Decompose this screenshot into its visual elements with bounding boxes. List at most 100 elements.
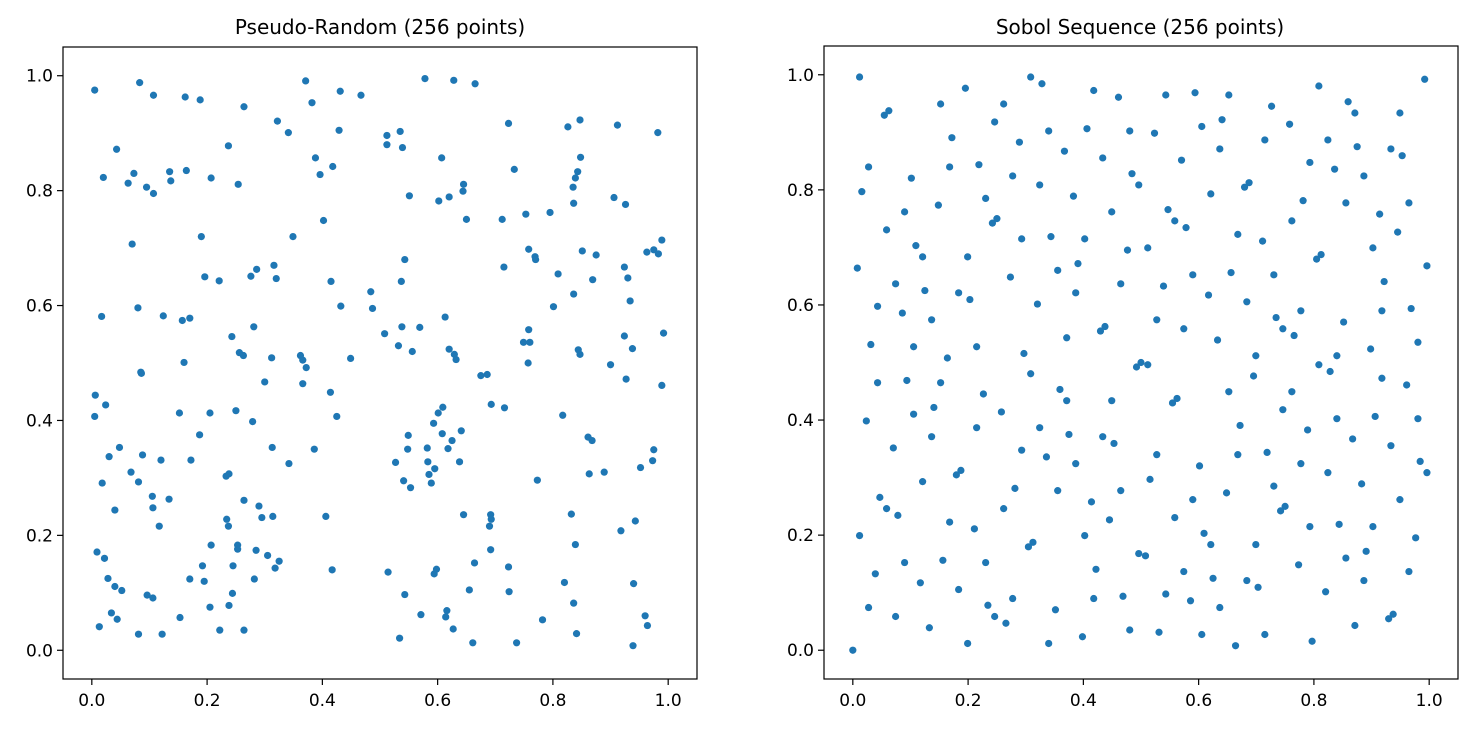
- pseudo-random-data-point: [275, 557, 283, 565]
- pseudo-random-data-point: [435, 197, 443, 205]
- sobol-data-point: [849, 646, 857, 654]
- sobol-data-point: [1207, 190, 1215, 198]
- sobol-data-point: [1074, 259, 1082, 268]
- sobol-data-point: [1416, 457, 1424, 466]
- pseudo-random-data-point: [239, 351, 247, 360]
- pseudo-random-data-point: [250, 575, 258, 583]
- pseudo-random-data-point: [469, 639, 477, 647]
- pseudo-random-data-point: [232, 407, 240, 415]
- pseudo-random-data-point: [570, 290, 578, 298]
- sobol-data-point: [943, 354, 951, 362]
- pseudo-random-data-point: [396, 127, 404, 136]
- sobol-data-point: [1209, 574, 1217, 582]
- sobol-data-point: [1254, 583, 1262, 591]
- sobol-data-point: [946, 518, 954, 526]
- pseudo-random-data-point: [207, 174, 215, 182]
- pseudo-random-data-point: [477, 372, 485, 380]
- pseudo-random-data-point: [111, 582, 119, 591]
- pseudo-random-data-point: [224, 522, 233, 530]
- pseudo-random-data-point: [449, 625, 457, 633]
- pseudo-random-data-point: [549, 303, 558, 311]
- sobol-data-point: [1371, 412, 1379, 421]
- sobol-data-point: [862, 417, 870, 425]
- pseudo-random-data-point: [91, 412, 99, 421]
- pseudo-random-x-tick-label: 0.6: [424, 691, 451, 711]
- pseudo-random-data-point: [585, 470, 593, 478]
- sobol-data-point: [1234, 230, 1242, 238]
- pseudo-random-data-point: [264, 551, 272, 560]
- pseudo-random-data-point: [327, 277, 335, 286]
- sobol-data-point: [1360, 576, 1368, 585]
- pseudo-random-data-point: [406, 484, 415, 492]
- pseudo-random-data-point: [571, 540, 579, 549]
- sobol-data-point: [1349, 435, 1357, 443]
- sobol-data-point: [1173, 394, 1181, 403]
- pseudo-random-data-point: [93, 548, 101, 556]
- pseudo-random-data-point: [459, 187, 467, 195]
- sobol-data-point: [1198, 122, 1206, 131]
- pseudo-random-data-point: [137, 369, 145, 377]
- sobol-data-point: [1304, 426, 1312, 434]
- sobol-data-point: [1376, 210, 1384, 218]
- pseudo-random-data-point: [299, 356, 307, 364]
- sobol-data-point: [961, 84, 969, 92]
- sobol-data-point: [1306, 158, 1314, 167]
- sobol-data-point: [882, 505, 891, 513]
- sobol-data-point: [1225, 91, 1233, 99]
- pseudo-random-y-tick-label: 0.2: [26, 526, 53, 546]
- sobol-data-point: [1162, 91, 1170, 99]
- pseudo-random-data-point: [272, 274, 280, 283]
- sobol-y-tick-label: 0.0: [787, 641, 814, 661]
- sobol-data-point: [1245, 179, 1253, 187]
- pseudo-random-data-point: [416, 323, 424, 331]
- pseudo-random-data-point: [136, 79, 144, 87]
- pseudo-random-data-point: [197, 233, 205, 241]
- pseudo-random-data-point: [485, 522, 494, 530]
- pseudo-random-data-point: [620, 263, 628, 271]
- sobol-data-point: [1123, 246, 1132, 254]
- sobol-data-point: [1297, 460, 1305, 468]
- sobol-data-point: [1299, 197, 1307, 205]
- sobol-data-point: [937, 100, 945, 108]
- pseudo-random-data-point: [570, 199, 578, 207]
- pseudo-random-data-point: [427, 479, 435, 487]
- pseudo-random-data-point: [326, 388, 335, 396]
- pseudo-random-data-point: [613, 121, 622, 129]
- sobol-data-point: [1126, 626, 1134, 634]
- sobol-data-point: [1164, 206, 1172, 214]
- sobol-data-point: [871, 570, 879, 578]
- sobol-data-point: [1367, 345, 1375, 353]
- pseudo-random-y-tick-label: 0.4: [26, 411, 53, 431]
- pseudo-random-data-point: [124, 179, 132, 187]
- sobol-data-point: [855, 531, 864, 540]
- pseudo-random-data-point: [498, 215, 506, 223]
- sobol-data-point: [1042, 453, 1051, 461]
- pseudo-random-data-point: [166, 168, 174, 176]
- pseudo-random-data-point: [104, 574, 112, 583]
- pseudo-random-data-point: [620, 332, 628, 340]
- sobol-data-point: [1358, 480, 1366, 488]
- pseudo-random-data-point: [442, 613, 450, 621]
- pseudo-random-x-tick-label: 0.8: [539, 691, 566, 711]
- pseudo-random-data-point: [207, 541, 215, 549]
- sobol-data-point: [910, 343, 918, 351]
- sobol-data-point: [1261, 136, 1269, 144]
- pseudo-random-data-point: [576, 350, 584, 358]
- sobol-data-point: [1394, 228, 1402, 236]
- sobol-data-point: [907, 174, 915, 182]
- sobol-data-point: [1027, 370, 1035, 378]
- pseudo-random-data-point: [643, 248, 651, 256]
- sobol-data-point: [910, 410, 918, 418]
- sobol-data-point: [1207, 540, 1215, 549]
- pseudo-random-data-point: [206, 409, 214, 417]
- pseudo-random-data-point: [438, 430, 446, 438]
- sobol-y-tick-label: 0.2: [787, 526, 814, 546]
- pseudo-random-data-point: [564, 123, 572, 131]
- pseudo-random-data-point: [383, 131, 391, 140]
- sobol-data-point: [1387, 145, 1395, 153]
- sobol-data-point: [892, 280, 900, 288]
- pseudo-random-data-point: [624, 274, 632, 282]
- pseudo-random-data-point: [319, 216, 328, 225]
- sobol-data-point: [1036, 424, 1044, 432]
